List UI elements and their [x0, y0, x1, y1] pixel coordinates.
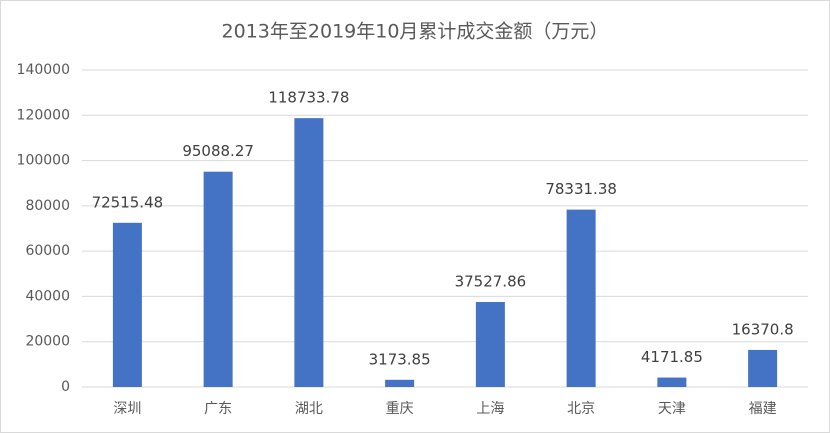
bar: [475, 302, 505, 387]
x-tick-label: 福建: [749, 401, 777, 417]
x-tick-label: 湖北: [295, 401, 323, 417]
data-label: 95088.27: [182, 142, 254, 160]
y-tick-label: 20000: [25, 334, 70, 350]
bar: [112, 222, 142, 387]
x-tick-label: 北京: [567, 401, 595, 417]
x-tick-label: 天津: [658, 401, 686, 417]
y-tick-label: 80000: [25, 198, 70, 214]
data-label: 3173.85: [369, 350, 431, 368]
x-tick-label: 广东: [204, 401, 232, 417]
y-tick-label: 40000: [25, 288, 70, 304]
bar: [203, 171, 233, 387]
y-tick-label: 0: [61, 379, 70, 395]
y-tick-label: 60000: [25, 243, 70, 259]
bar: [294, 118, 324, 387]
data-label: 16370.8: [732, 320, 794, 338]
data-label: 37527.86: [455, 273, 527, 291]
x-tick-label: 上海: [476, 401, 504, 417]
data-label: 118733.78: [268, 89, 349, 107]
data-label: 78331.38: [545, 180, 617, 198]
bar: [657, 377, 687, 387]
data-label: 72515.48: [92, 193, 164, 211]
bar: [566, 209, 596, 387]
y-tick-label: 140000: [17, 62, 70, 78]
x-tick-label: 深圳: [113, 401, 141, 417]
data-label: 4171.85: [641, 348, 703, 366]
chart-title: 2013年至2019年10月累计成交金额（万元）: [222, 21, 609, 43]
y-tick-label: 100000: [17, 153, 70, 169]
y-tick-label: 120000: [17, 107, 70, 123]
x-tick-label: 重庆: [386, 401, 414, 417]
bar: [385, 379, 415, 387]
bar: [748, 349, 778, 387]
